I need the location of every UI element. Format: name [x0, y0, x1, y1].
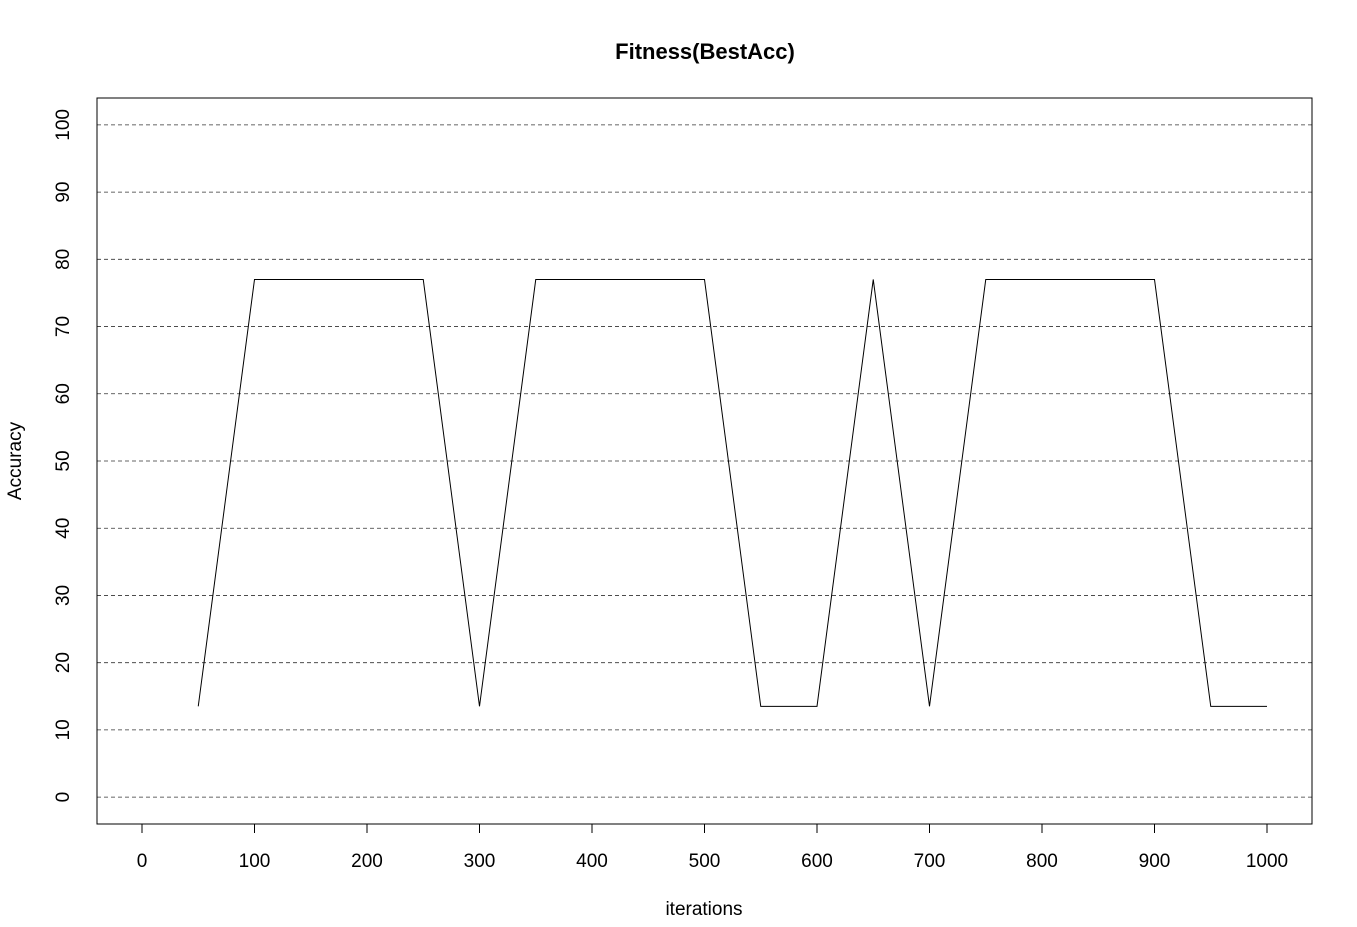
x-tick-label: 1000 [1246, 851, 1288, 872]
y-tick-label: 60 [53, 383, 74, 404]
y-tick-label: 50 [53, 450, 74, 471]
x-tick-label: 600 [801, 851, 833, 872]
x-axis: 0 100 200 300 400 500 600 700 800 900 1000 [137, 823, 1288, 872]
chart-title: Fitness(BestAcc) [615, 39, 795, 64]
gridlines [97, 124, 1312, 798]
y-tick-label: 40 [53, 518, 74, 539]
x-tick-label: 900 [1139, 851, 1171, 872]
x-tick-label: 100 [239, 851, 271, 872]
y-tick-label: 0 [53, 792, 74, 803]
x-tick-label: 500 [689, 851, 721, 872]
x-tick-label: 200 [351, 851, 383, 872]
x-tick-label: 0 [137, 851, 148, 872]
series-line [197, 279, 1267, 707]
x-tick-label: 800 [1026, 851, 1058, 872]
series-group [197, 279, 1267, 707]
x-axis-label: iterations [665, 899, 742, 920]
y-tick-label: 70 [53, 316, 74, 337]
y-tick-label: 30 [53, 585, 74, 606]
y-axis: 0 10 20 30 40 50 60 70 80 90 100 [53, 109, 74, 803]
x-tick-label: 700 [914, 851, 946, 872]
y-tick-label: 80 [53, 249, 74, 270]
y-tick-label: 90 [53, 182, 74, 203]
x-tick-label: 300 [464, 851, 496, 872]
x-tick-label: 400 [576, 851, 608, 872]
y-tick-label: 100 [53, 109, 74, 141]
y-tick-label: 20 [53, 652, 74, 673]
y-tick-label: 10 [53, 719, 74, 740]
y-axis-label: Accuracy [5, 421, 26, 500]
